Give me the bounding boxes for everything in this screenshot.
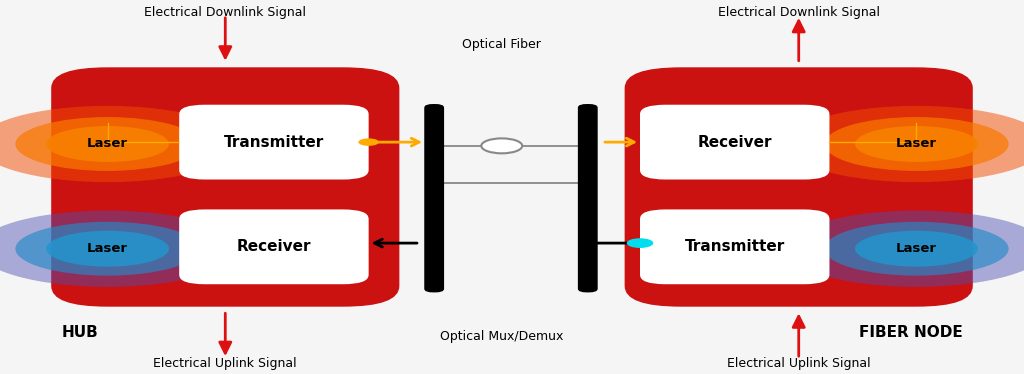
FancyBboxPatch shape bbox=[640, 105, 829, 180]
Text: Electrical Downlink Signal: Electrical Downlink Signal bbox=[144, 6, 306, 19]
FancyBboxPatch shape bbox=[51, 67, 399, 307]
Text: Optical Mux/Demux: Optical Mux/Demux bbox=[440, 330, 563, 343]
Text: Receiver: Receiver bbox=[697, 135, 772, 150]
Ellipse shape bbox=[786, 106, 1024, 182]
Ellipse shape bbox=[824, 222, 1009, 276]
Ellipse shape bbox=[15, 222, 200, 276]
FancyBboxPatch shape bbox=[179, 105, 369, 180]
Circle shape bbox=[627, 238, 653, 248]
FancyBboxPatch shape bbox=[640, 209, 829, 284]
Text: Laser: Laser bbox=[87, 138, 128, 150]
Text: Laser: Laser bbox=[896, 242, 937, 255]
Text: FIBER NODE: FIBER NODE bbox=[859, 325, 963, 340]
Text: Transmitter: Transmitter bbox=[685, 239, 784, 254]
Ellipse shape bbox=[786, 211, 1024, 287]
FancyBboxPatch shape bbox=[179, 209, 369, 284]
Ellipse shape bbox=[46, 231, 169, 267]
FancyBboxPatch shape bbox=[625, 67, 973, 307]
Text: Electrical Uplink Signal: Electrical Uplink Signal bbox=[727, 356, 870, 370]
Ellipse shape bbox=[0, 211, 238, 287]
FancyBboxPatch shape bbox=[579, 105, 597, 292]
Ellipse shape bbox=[15, 117, 200, 171]
Ellipse shape bbox=[855, 231, 978, 267]
Text: Receiver: Receiver bbox=[237, 239, 311, 254]
Ellipse shape bbox=[46, 126, 169, 162]
Text: Laser: Laser bbox=[896, 138, 937, 150]
Text: Transmitter: Transmitter bbox=[224, 135, 324, 150]
FancyBboxPatch shape bbox=[425, 105, 443, 292]
Text: Electrical Downlink Signal: Electrical Downlink Signal bbox=[718, 6, 880, 19]
Text: Laser: Laser bbox=[87, 242, 128, 255]
Circle shape bbox=[481, 138, 522, 153]
Text: HUB: HUB bbox=[61, 325, 98, 340]
Ellipse shape bbox=[824, 117, 1009, 171]
Text: Optical Fiber: Optical Fiber bbox=[462, 39, 542, 51]
Text: Electrical Uplink Signal: Electrical Uplink Signal bbox=[154, 356, 297, 370]
Ellipse shape bbox=[855, 126, 978, 162]
Ellipse shape bbox=[0, 106, 238, 182]
Circle shape bbox=[358, 138, 379, 146]
